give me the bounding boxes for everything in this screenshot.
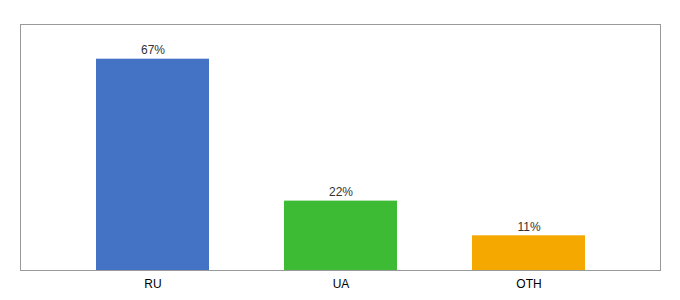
svg-text:11%: 11% bbox=[517, 220, 540, 234]
svg-text:67%: 67% bbox=[141, 43, 165, 57]
svg-text:UA: UA bbox=[333, 277, 350, 291]
svg-text:RU: RU bbox=[144, 277, 161, 291]
svg-text:22%: 22% bbox=[329, 185, 353, 199]
svg-text:OTH: OTH bbox=[516, 277, 541, 291]
